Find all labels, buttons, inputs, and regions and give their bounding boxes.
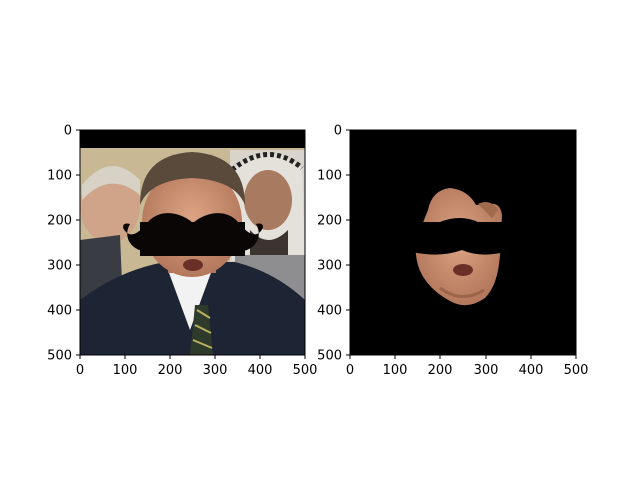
right-y-tick: 400 bbox=[317, 304, 342, 319]
right-x-tick: 200 bbox=[428, 363, 453, 378]
right-x-tick: 0 bbox=[346, 363, 354, 378]
left-x-axis: 0 100 200 300 400 500 bbox=[76, 355, 318, 378]
right-y-tick: 500 bbox=[317, 349, 342, 364]
right-y-tick: 0 bbox=[334, 124, 342, 139]
left-y-tick: 300 bbox=[47, 259, 72, 274]
right-x-tick: 500 bbox=[564, 363, 589, 378]
left-x-tick: 300 bbox=[203, 363, 228, 378]
right-x-tick: 400 bbox=[519, 363, 544, 378]
left-x-tick: 400 bbox=[248, 363, 273, 378]
left-axes-frame bbox=[79, 129, 306, 356]
left-x-tick: 100 bbox=[113, 363, 138, 378]
right-x-tick: 100 bbox=[383, 363, 408, 378]
right-axes-frame bbox=[349, 129, 577, 356]
left-y-tick: 500 bbox=[47, 349, 72, 364]
left-y-tick: 400 bbox=[47, 304, 72, 319]
left-y-tick: 100 bbox=[47, 169, 72, 184]
left-y-tick: 0 bbox=[64, 124, 72, 139]
left-x-tick: 0 bbox=[76, 363, 84, 378]
right-y-tick: 300 bbox=[317, 259, 342, 274]
right-y-tick: 200 bbox=[317, 214, 342, 229]
right-x-axis: 0 100 200 300 400 500 bbox=[346, 355, 589, 378]
left-y-axis: 0 100 200 300 400 500 bbox=[47, 124, 80, 364]
left-x-tick: 500 bbox=[293, 363, 318, 378]
right-y-axis: 0 100 200 300 400 500 bbox=[317, 124, 350, 364]
masked-mustache-band bbox=[412, 218, 505, 255]
right-image bbox=[350, 130, 576, 355]
left-x-tick: 200 bbox=[158, 363, 183, 378]
right-y-tick: 100 bbox=[317, 169, 342, 184]
left-y-tick: 200 bbox=[47, 214, 72, 229]
left-image bbox=[80, 130, 305, 355]
right-x-tick: 300 bbox=[474, 363, 499, 378]
